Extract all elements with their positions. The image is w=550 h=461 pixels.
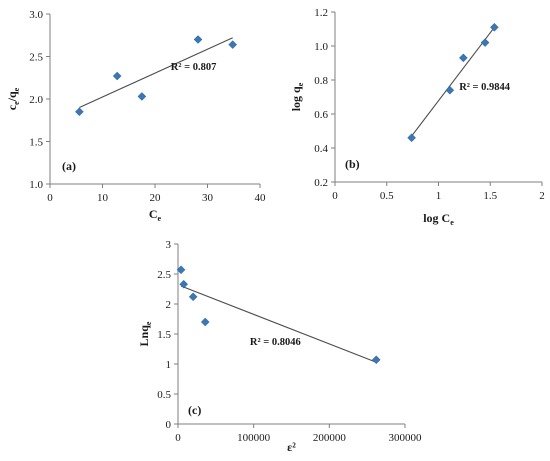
trendline <box>411 26 495 137</box>
y-tick-label: 0.6 <box>314 109 328 121</box>
y-tick-label: 0.2 <box>314 177 328 189</box>
data-points <box>75 35 238 117</box>
data-point <box>137 92 147 101</box>
r-squared-annotation: R² = 0.9844 <box>459 82 511 93</box>
data-point <box>458 53 468 63</box>
tick-labels: 0 100000 200000 300000 0 0.5 1 1.5 2 2.5 3 <box>157 239 422 444</box>
y-tick-label: 2 <box>166 299 172 311</box>
y-tick-label: 0.5 <box>157 389 171 401</box>
trendline-group <box>411 26 495 137</box>
data-point <box>480 38 490 47</box>
y-tick-label: 1.0 <box>29 179 43 191</box>
r-squared-annotation: R² = 0.8046 <box>250 337 301 348</box>
panel-label: (c) <box>188 403 201 417</box>
data-point <box>188 292 198 302</box>
x-tick-label: 200000 <box>313 432 347 444</box>
y-tick-label: 0.4 <box>314 143 328 155</box>
x-tick-label: 0 <box>47 192 53 204</box>
data-points <box>176 265 381 365</box>
y-tick-label: 2.0 <box>29 94 43 106</box>
plot-frame <box>178 244 405 424</box>
x-tick-label: 40 <box>255 192 267 204</box>
y-tick-label: 1.5 <box>157 329 171 341</box>
x-tick-label: 20 <box>150 192 162 204</box>
data-point <box>200 317 210 327</box>
trendline <box>79 37 233 109</box>
tick-labels: 0 0.5 1 1.5 2 0.2 0.4 0.6 0.8 1.0 1.2 <box>314 7 545 202</box>
x-tick-label: 300000 <box>389 432 423 444</box>
data-point <box>179 279 189 289</box>
x-axis-title: ε² <box>287 440 296 454</box>
x-tick-label: 10 <box>97 192 109 204</box>
data-point <box>371 355 381 365</box>
chart-panel-c: 0 100000 200000 300000 0 0.5 1 1.5 2 2.5 3 R² = 0.… <box>137 239 422 454</box>
x-tick-label: 1.5 <box>483 190 497 202</box>
axes <box>331 11 543 186</box>
tick-labels: 0 10 20 30 40 1.0 1.5 2.0 2.5 3.0 <box>29 9 266 204</box>
x-tick-label: 30 <box>202 192 214 204</box>
r-squared-annotation: R² = 0.807 <box>171 62 217 73</box>
y-tick-label: 3.0 <box>29 9 43 21</box>
y-tick-label: 2.5 <box>157 269 171 281</box>
x-tick-label: 2 <box>539 190 545 202</box>
data-point <box>490 22 499 32</box>
x-tick-label: 1 <box>436 190 442 202</box>
data-point <box>112 71 122 81</box>
data-point <box>228 40 238 49</box>
y-axis-title: Lnqe <box>137 321 153 346</box>
x-tick-label: 0 <box>332 190 338 202</box>
axes <box>46 13 261 188</box>
chart-panel-b: 0 0.5 1 1.5 20.20.40.60.81.01.2 R² = 0.9844 … <box>289 7 545 227</box>
y-tick-label: 0.8 <box>314 75 328 87</box>
trendline <box>180 285 377 363</box>
data-points <box>407 22 499 143</box>
y-axis-title: ce/qe <box>5 87 21 110</box>
plot-frame <box>335 12 542 182</box>
y-tick-label: 2.5 <box>29 52 43 64</box>
data-point <box>445 85 455 95</box>
trendline-group <box>79 37 233 109</box>
x-tick-label: 0.5 <box>380 190 394 202</box>
y-tick-label: 1.0 <box>314 41 328 53</box>
axes <box>174 243 406 428</box>
y-tick-label: 3 <box>166 239 172 251</box>
data-point <box>176 265 186 275</box>
x-axis-title: log Ce <box>423 211 454 227</box>
y-tick-label: 1.5 <box>29 137 43 149</box>
x-axis-title: Ce <box>149 207 162 223</box>
y-tick-label: 1 <box>166 359 172 371</box>
chart-panel-a: 0 10 20 30 401.01.52.02.53.0 R² = 0.807 (a) … <box>5 9 266 223</box>
x-tick-label: 100000 <box>237 432 271 444</box>
y-tick-label: 1.2 <box>314 7 328 19</box>
panel-label: (a) <box>62 159 76 173</box>
data-point <box>75 107 84 117</box>
trendline-group <box>180 285 377 363</box>
plot-frame <box>50 14 260 184</box>
y-tick-label: 0 <box>166 419 172 431</box>
data-point <box>407 133 416 143</box>
data-point <box>193 35 203 44</box>
panel-label: (b) <box>345 157 360 171</box>
x-tick-label: 0 <box>175 432 181 444</box>
y-axis-title: log qe <box>289 82 305 111</box>
